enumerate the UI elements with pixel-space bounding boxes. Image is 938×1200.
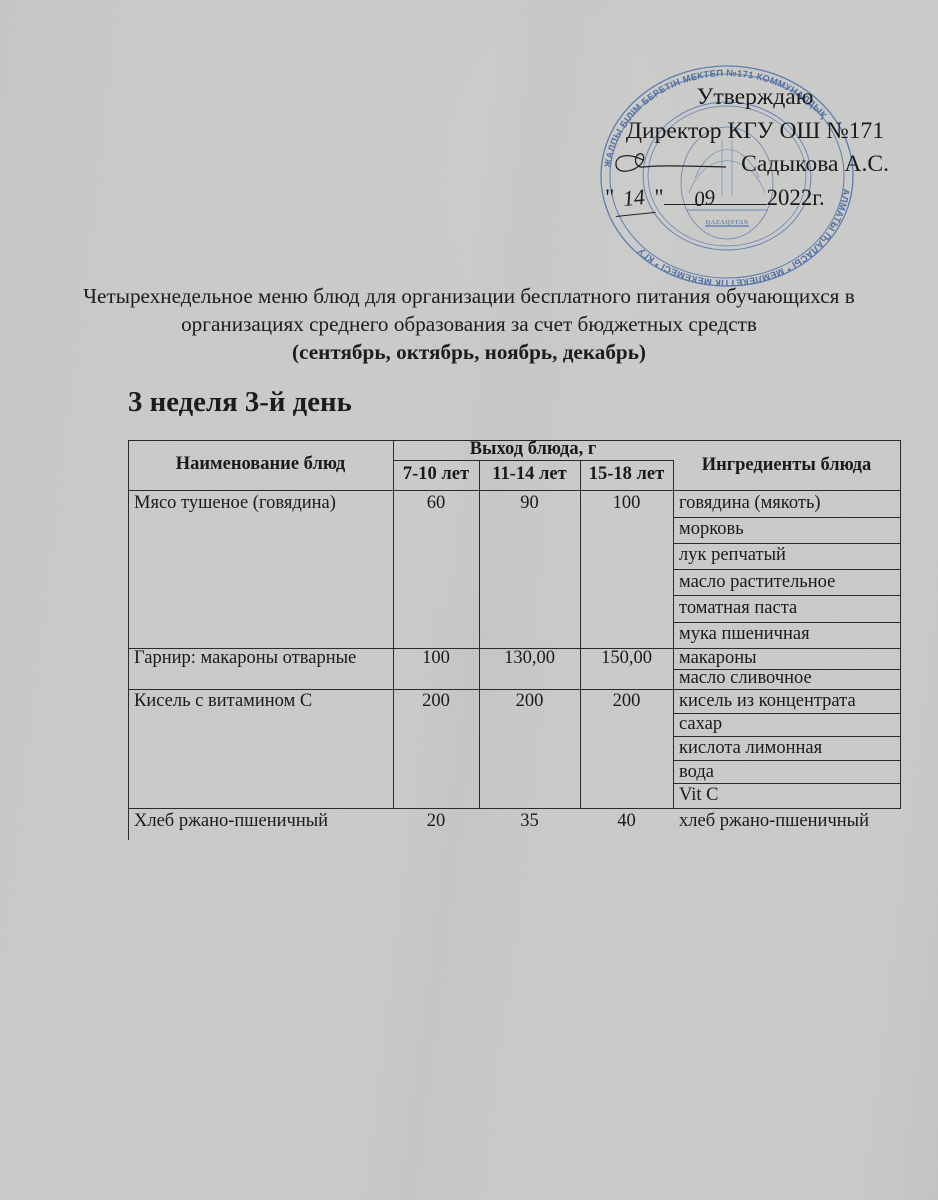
- svg-text:QAZAQSTAN: QAZAQSTAN: [705, 219, 748, 226]
